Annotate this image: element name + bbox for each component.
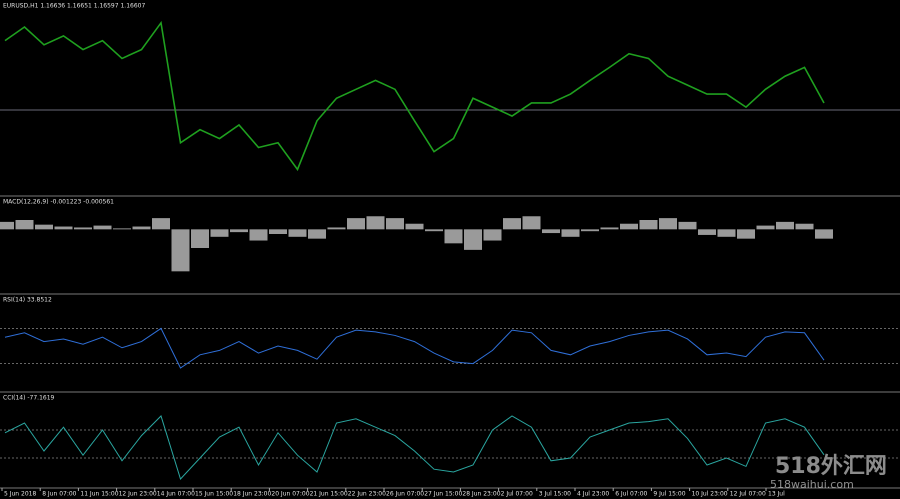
x-tick-label: 26 Jun 07:00 (386, 491, 424, 498)
histogram-bar (795, 223, 814, 230)
x-tick-label: 9 Jul 15:00 (653, 491, 685, 498)
histogram-bar (444, 229, 463, 244)
rsi-label: RSI(14) 33.8512 (3, 297, 52, 304)
histogram-bar (815, 229, 833, 239)
x-tick-label: 28 Jun 23:00 (462, 491, 500, 498)
histogram-bar (542, 229, 560, 234)
histogram-bar (639, 220, 658, 230)
histogram-bar (405, 223, 424, 230)
x-tick-label: 10 Jul 23:00 (692, 491, 728, 498)
x-tick-label: 4 Jul 23:00 (577, 491, 609, 498)
x-tick-label: 22 Jun 23:00 (348, 491, 386, 498)
histogram-bar (327, 227, 346, 230)
histogram-bar (347, 218, 365, 230)
histogram-bar (600, 227, 619, 230)
histogram-bar (522, 216, 541, 230)
x-tick-label: 12 Jul 07:00 (730, 491, 766, 498)
histogram-bar (191, 229, 209, 248)
histogram-bar (113, 228, 131, 230)
histogram-bar (483, 229, 502, 241)
x-tick-label: 14 Jun 07:00 (157, 491, 195, 498)
rsi-line (4, 327, 825, 369)
histogram-bar (698, 229, 716, 235)
x-tick-label: 2 Jul 07:00 (501, 491, 533, 498)
x-tick-label: 27 Jun 15:00 (424, 491, 462, 498)
cci-label: CCI(14) -77.1619 (3, 395, 55, 402)
histogram-bar (620, 223, 638, 230)
histogram-bar (756, 225, 775, 230)
x-tick-label: 18 Jun 23:00 (233, 491, 271, 498)
histogram-bar (210, 229, 229, 237)
histogram-bar (54, 226, 73, 230)
x-tick-label: 12 Jun 23:00 (119, 491, 157, 498)
histogram-bar (35, 224, 53, 230)
histogram-bar (230, 229, 248, 233)
histogram-bar (366, 216, 385, 230)
histogram-bar (717, 229, 736, 237)
histogram-bar (288, 229, 307, 237)
x-tick-label: 20 Jun 07:00 (271, 491, 309, 498)
histogram-bar (425, 229, 443, 232)
histogram-bar (132, 226, 151, 230)
x-tick-label: 11 Jun 15:00 (80, 491, 118, 498)
watermark-url: 518waihui.com (770, 478, 854, 491)
price-label: EURUSD,H1 1.16636 1.16651 1.16597 1.1660… (3, 3, 145, 10)
macd-label: MACD(12,26,9) -0.001223 -0.000561 (3, 199, 114, 206)
histogram-bar (74, 227, 92, 230)
histogram-bar (152, 218, 170, 230)
histogram-bar (737, 229, 755, 239)
x-tick-label: 21 Jun 15:00 (310, 491, 348, 498)
x-tick-label: 15 Jun 15:00 (195, 491, 233, 498)
histogram-bar (308, 229, 326, 239)
histogram-bar (249, 229, 268, 241)
histogram-bar (0, 221, 14, 230)
x-tick-label: 8 Jun 07:00 (42, 491, 76, 498)
price-line (4, 20, 825, 172)
x-tick-label: 6 Jul 07:00 (615, 491, 647, 498)
histogram-bar (15, 220, 34, 230)
histogram-bar (171, 229, 190, 272)
histogram-bar (561, 229, 580, 237)
histogram-bar (386, 218, 404, 230)
histogram-bar (503, 218, 521, 230)
histogram-bar (659, 218, 677, 230)
x-tick-label: 13 Jul (768, 491, 785, 498)
histogram-bar (678, 221, 697, 230)
watermark: 518外汇网 (775, 453, 887, 479)
cci-line (4, 415, 825, 480)
x-tick-label: 3 Jul 15:00 (539, 491, 571, 498)
histogram-bar (269, 229, 287, 234)
histogram-bar (93, 225, 112, 230)
histogram-bar (464, 229, 482, 250)
histogram-bar (581, 229, 599, 232)
x-tick-label: 5 Jun 2018 (4, 491, 36, 498)
histogram-bar (776, 221, 794, 230)
